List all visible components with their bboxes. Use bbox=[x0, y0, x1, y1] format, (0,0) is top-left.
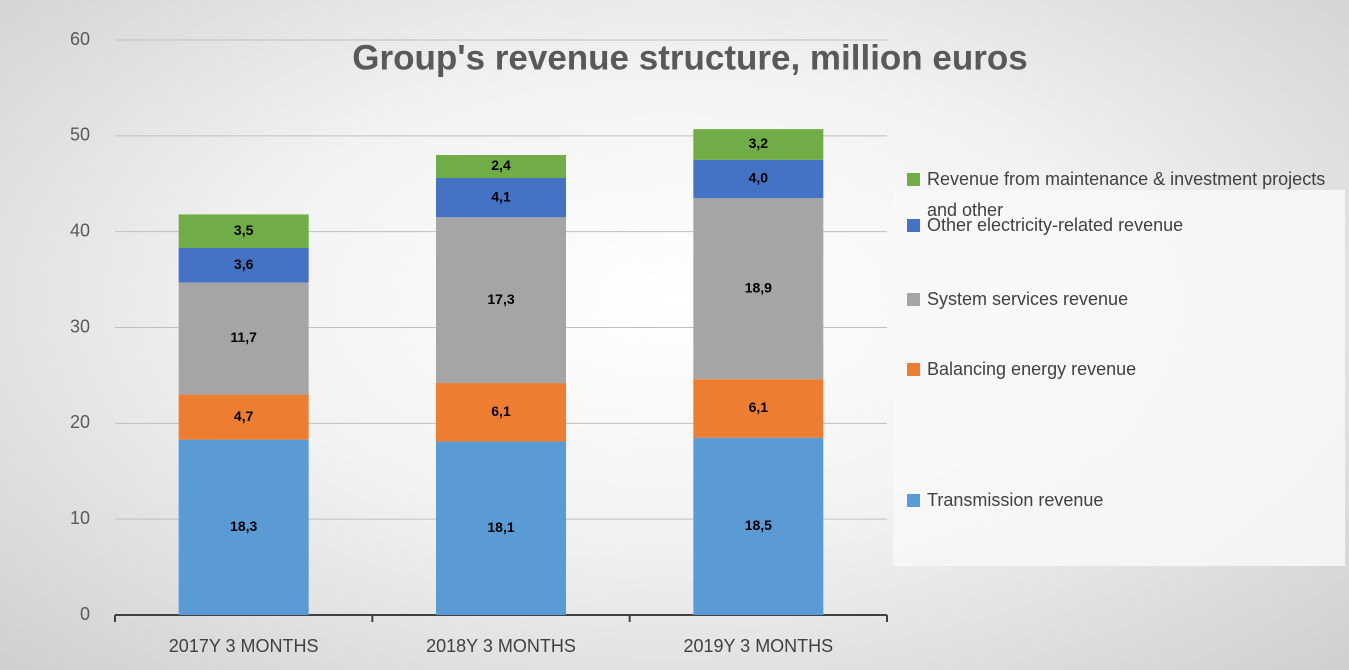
y-tick-label: 60 bbox=[70, 29, 90, 49]
bar-segment bbox=[693, 437, 824, 615]
bar-segment bbox=[693, 159, 824, 199]
bar-segment bbox=[436, 178, 566, 218]
legend-item: Transmission revenue bbox=[907, 485, 1349, 516]
bar-segment bbox=[178, 247, 309, 283]
y-tick-label: 20 bbox=[70, 412, 90, 432]
bar-segment bbox=[693, 129, 824, 160]
x-tick-label: 2018Y 3 MONTHS bbox=[426, 636, 576, 656]
data-label: 6,1 bbox=[491, 403, 511, 419]
bar-segment bbox=[436, 155, 566, 178]
y-tick-label: 10 bbox=[70, 508, 90, 528]
legend-swatch bbox=[907, 363, 920, 376]
data-label: 18,1 bbox=[487, 519, 514, 535]
data-label: 4,7 bbox=[234, 408, 254, 424]
data-label: 18,5 bbox=[745, 517, 772, 533]
legend-label: Balancing energy revenue bbox=[927, 359, 1137, 379]
y-tick-label: 40 bbox=[70, 220, 90, 240]
bar-segment bbox=[436, 441, 566, 615]
data-label: 18,9 bbox=[745, 279, 772, 295]
bar-segment bbox=[178, 282, 309, 395]
legend-item: Revenue from maintenance & investment pr… bbox=[907, 164, 1349, 226]
chart-title: Group's revenue structure, million euros bbox=[352, 38, 1027, 77]
bar-segment bbox=[436, 383, 566, 442]
legend-swatch bbox=[907, 173, 920, 186]
data-label: 3,5 bbox=[234, 222, 254, 238]
bar-segment bbox=[693, 379, 824, 438]
data-label: 2,4 bbox=[491, 157, 511, 173]
legend-label: System services revenue bbox=[927, 289, 1129, 309]
data-label: 11,7 bbox=[230, 329, 257, 345]
x-tick-label: 2017Y 3 MONTHS bbox=[169, 636, 319, 656]
bar-segment bbox=[436, 217, 566, 384]
bar-segment bbox=[178, 394, 309, 440]
data-label: 18,3 bbox=[230, 518, 257, 534]
bar-segment bbox=[693, 198, 824, 380]
legend-swatch bbox=[907, 494, 920, 507]
bar-segment bbox=[178, 214, 309, 248]
legend-label: Revenue from maintenance & investment pr… bbox=[927, 169, 1326, 220]
legend-label: Other electricity-related revenue bbox=[927, 215, 1184, 235]
legend-item: Balancing energy revenue bbox=[907, 354, 1349, 385]
y-tick-label: 0 bbox=[80, 604, 90, 624]
legend-swatch bbox=[907, 219, 920, 232]
data-label: 17,3 bbox=[487, 291, 514, 307]
x-tick-label: 2019Y 3 MONTHS bbox=[683, 636, 833, 656]
legend: Transmission revenue Balancing energy rev… bbox=[893, 169, 1345, 566]
bar-segment bbox=[178, 439, 309, 615]
y-tick-label: 50 bbox=[70, 125, 90, 145]
data-label: 3,2 bbox=[749, 135, 769, 151]
data-label: 6,1 bbox=[749, 399, 769, 415]
legend-swatch bbox=[907, 293, 920, 306]
data-label: 4,1 bbox=[491, 188, 511, 204]
legend-item: System services revenue bbox=[907, 284, 1349, 315]
y-tick-label: 30 bbox=[70, 316, 90, 336]
data-label: 3,6 bbox=[234, 256, 254, 272]
legend-item: Other electricity-related revenue bbox=[907, 210, 1349, 241]
data-label: 4,0 bbox=[749, 170, 769, 186]
legend-label: Transmission revenue bbox=[927, 490, 1104, 510]
